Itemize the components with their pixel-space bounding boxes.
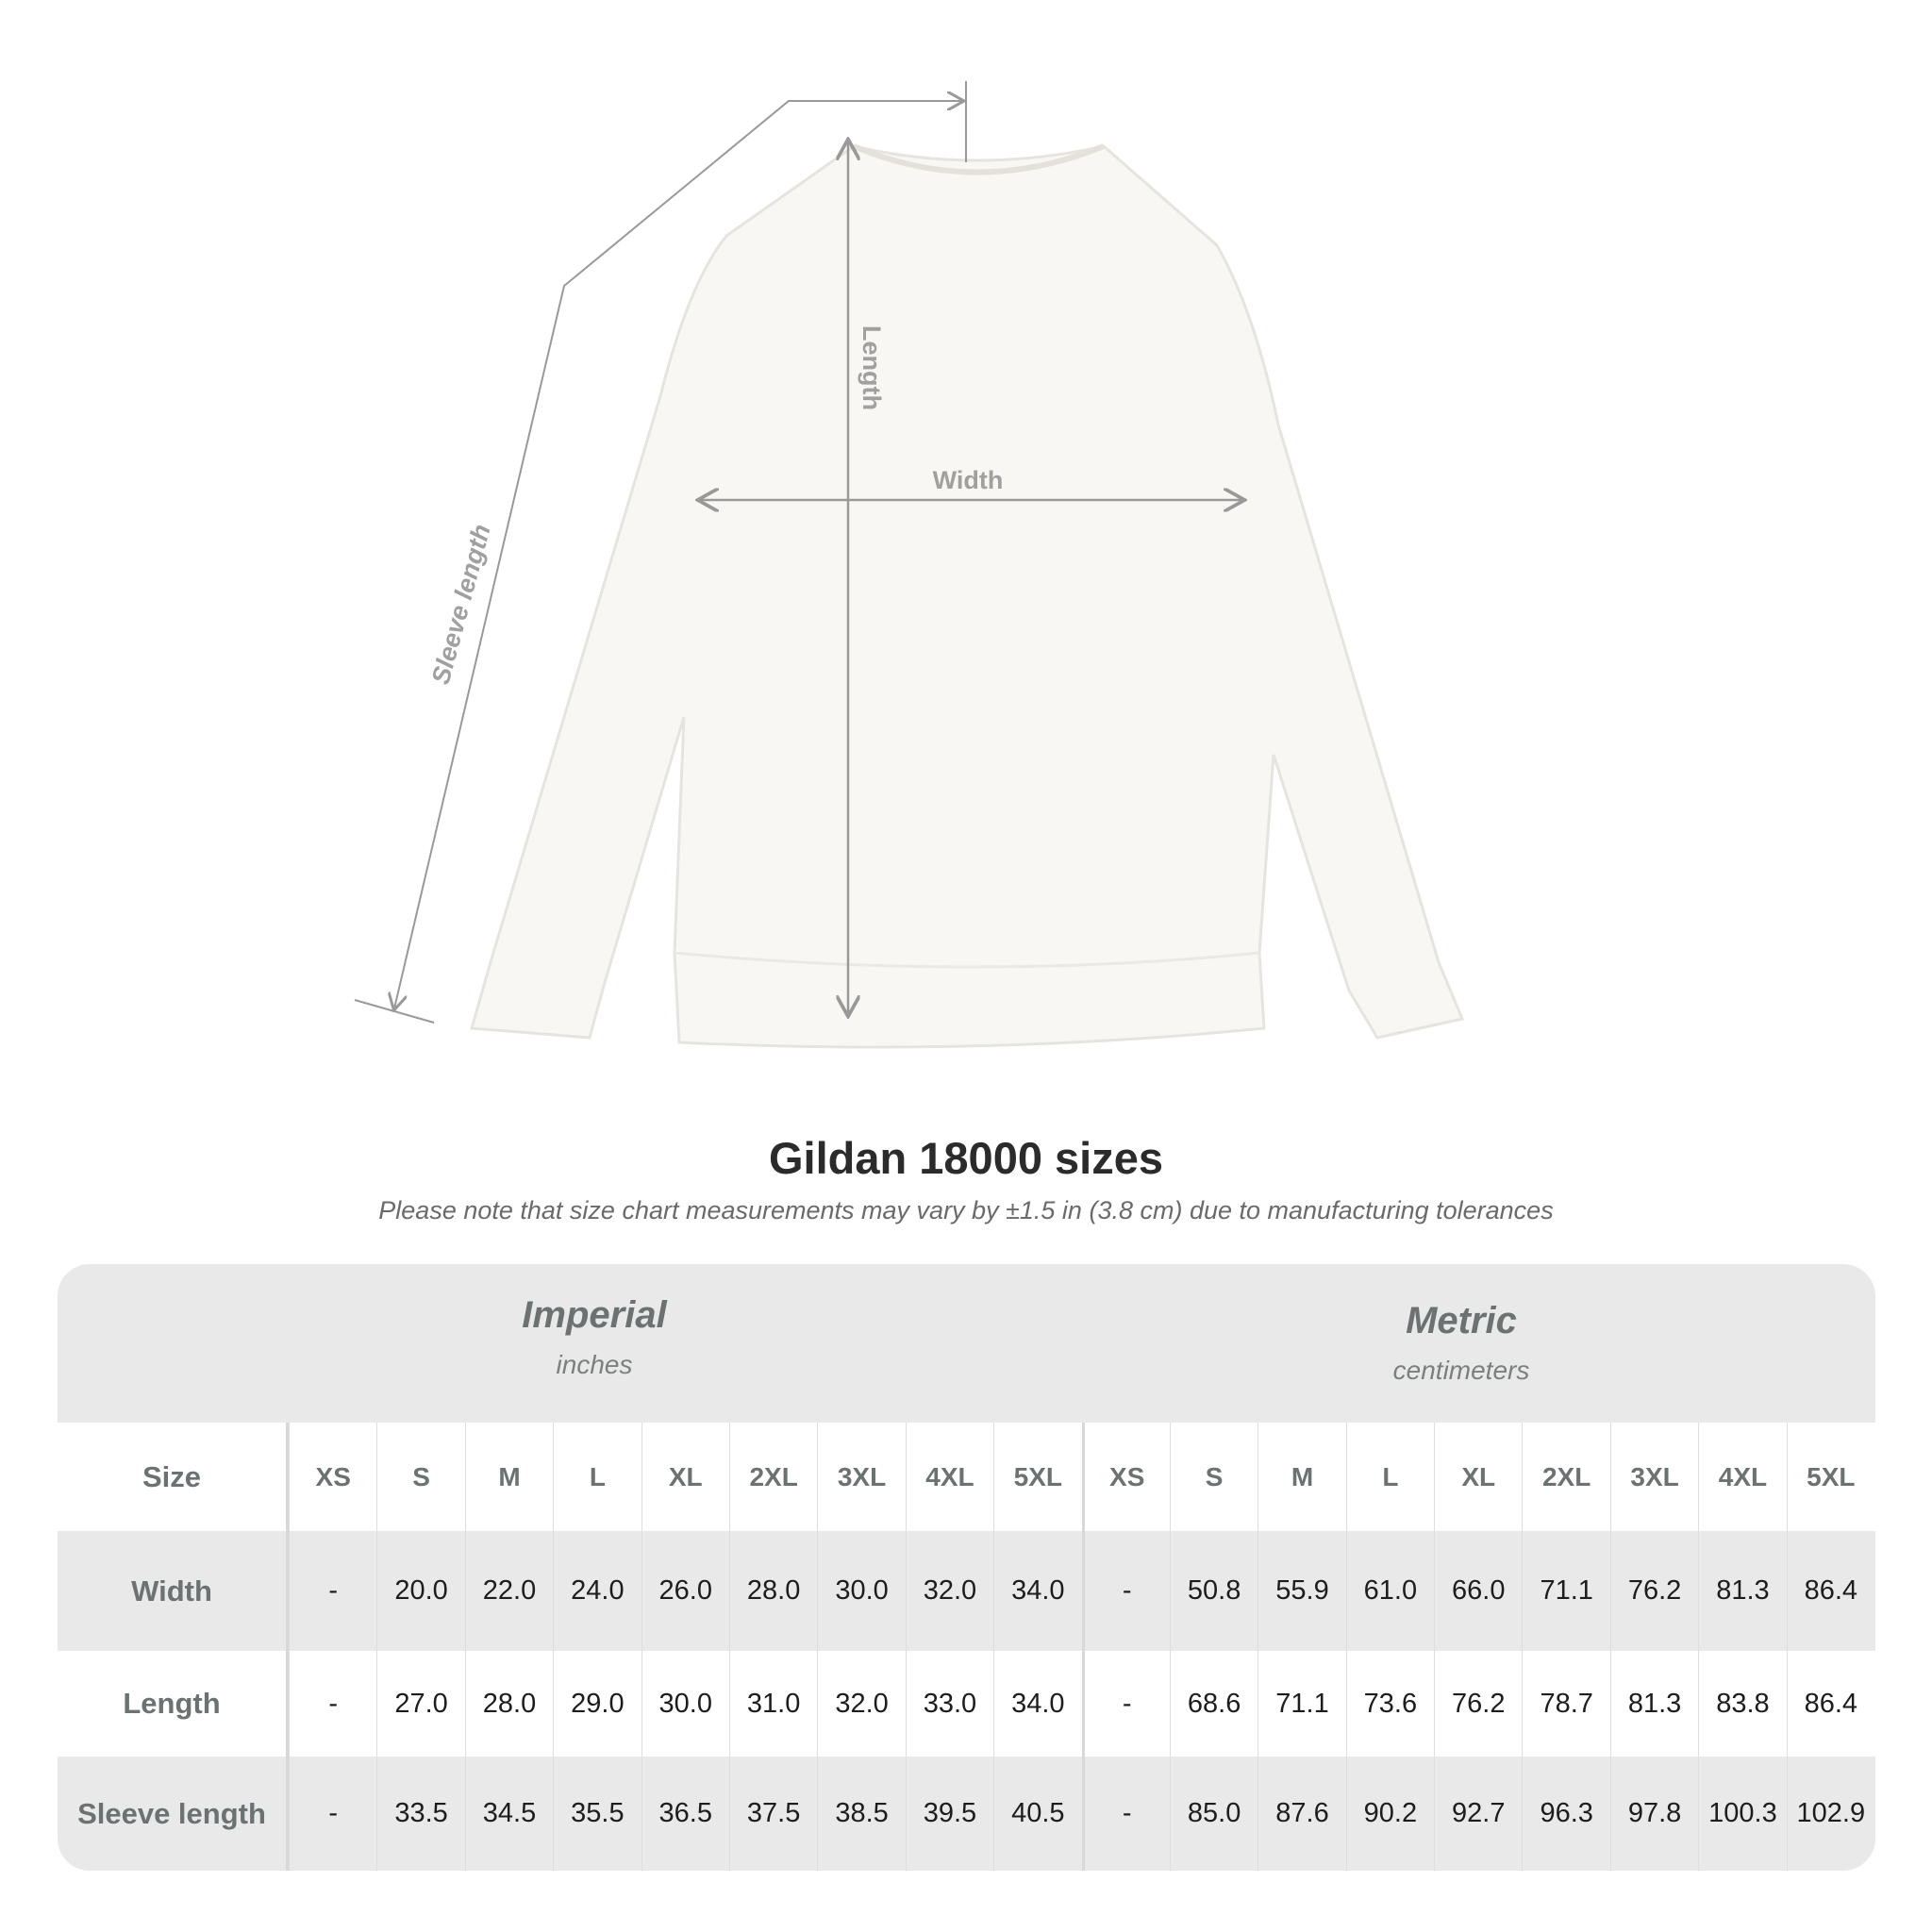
size-metric-s: S xyxy=(1169,1423,1257,1531)
imperial-value-cell: 32.0 xyxy=(817,1651,905,1757)
imperial-value-cell: 30.0 xyxy=(817,1531,905,1651)
metric-value-cell: 61.0 xyxy=(1345,1531,1434,1651)
metric-value-cell: - xyxy=(1081,1757,1170,1871)
metric-value-cell: 68.6 xyxy=(1169,1651,1257,1757)
imperial-header: Imperial inches xyxy=(522,1294,667,1379)
imperial-value-cell: 20.0 xyxy=(376,1531,464,1651)
imperial-value-cell: 26.0 xyxy=(641,1531,729,1651)
imperial-value-cell: 36.5 xyxy=(641,1757,729,1871)
size-imperial-xl: XL xyxy=(641,1423,729,1531)
metric-value-cell: 73.6 xyxy=(1345,1651,1434,1757)
imperial-value-cell: 40.5 xyxy=(993,1757,1081,1871)
size-imperial-m: M xyxy=(464,1423,553,1531)
row-label: Width xyxy=(58,1531,289,1651)
metric-value-cell: 86.4 xyxy=(1786,1531,1874,1651)
size-imperial-3xl: 3XL xyxy=(817,1423,905,1531)
size-table: Imperial inches Metric centimeters Size X… xyxy=(58,1264,1875,1871)
imperial-value-cell: 38.5 xyxy=(817,1757,905,1871)
imperial-value-cell: 35.5 xyxy=(553,1757,641,1871)
sweatshirt-illustration xyxy=(470,143,1465,1049)
sleeve-length-arrow xyxy=(394,101,962,1008)
metric-value-cell: 78.7 xyxy=(1522,1651,1609,1757)
table-row: Sleeve length -33.5 34.5 35.5 36.5 37.5 38.5 39… xyxy=(58,1757,1875,1871)
imperial-value-cell: 39.5 xyxy=(905,1757,993,1871)
size-header-row: Size XS S M L XL 2XL 3XL 4XL 5XL XS S M L XL 2XL 3XL 4XL 5… xyxy=(58,1423,1875,1531)
imperial-value-cell: - xyxy=(289,1531,376,1651)
size-imperial-5xl: 5XL xyxy=(993,1423,1081,1531)
metric-value-cell: 76.2 xyxy=(1609,1531,1698,1651)
imperial-value-cell: 29.0 xyxy=(553,1651,641,1757)
imperial-value-cell: 33.5 xyxy=(376,1757,464,1871)
table-row: Length -27.0 28.0 29.0 30.0 31.0 32.0 33.0 34.0-… xyxy=(58,1651,1875,1757)
metric-value-cell: 81.3 xyxy=(1609,1651,1698,1757)
imperial-value-cell: 22.0 xyxy=(464,1531,553,1651)
size-imperial-l: L xyxy=(553,1423,641,1531)
size-metric-m: M xyxy=(1257,1423,1345,1531)
imperial-value-cell: 34.0 xyxy=(993,1531,1081,1651)
size-label: Size xyxy=(58,1423,289,1531)
metric-value-cell: 90.2 xyxy=(1345,1757,1434,1871)
imperial-value-cell: 32.0 xyxy=(905,1531,993,1651)
metric-value-cell: 66.0 xyxy=(1434,1531,1522,1651)
size-metric-2xl: 2XL xyxy=(1522,1423,1609,1531)
imperial-value-cell: 30.0 xyxy=(641,1651,729,1757)
metric-value-cell: 50.8 xyxy=(1169,1531,1257,1651)
metric-value-cell: 81.3 xyxy=(1698,1531,1786,1651)
metric-value-cell: 76.2 xyxy=(1434,1651,1522,1757)
imperial-value-cell: 28.0 xyxy=(728,1531,817,1651)
size-imperial-2xl: 2XL xyxy=(728,1423,817,1531)
imperial-value-cell: 31.0 xyxy=(728,1651,817,1757)
size-metric-4xl: 4XL xyxy=(1698,1423,1786,1531)
metric-value-cell: 85.0 xyxy=(1169,1757,1257,1871)
metric-value-cell: - xyxy=(1081,1651,1170,1757)
metric-value-cell: 55.9 xyxy=(1257,1531,1345,1651)
metric-value-cell: 86.4 xyxy=(1786,1651,1874,1757)
row-label: Length xyxy=(58,1651,289,1757)
length-label: Length xyxy=(858,325,886,410)
size-imperial-s: S xyxy=(376,1423,464,1531)
header-band xyxy=(58,1264,1875,1423)
size-metric-xl: XL xyxy=(1434,1423,1522,1531)
tolerance-note: Please note that size chart measurements… xyxy=(378,1196,1554,1224)
width-label: Width xyxy=(933,466,1004,494)
metric-value-cell: 83.8 xyxy=(1698,1651,1786,1757)
metric-value-cell: 71.1 xyxy=(1257,1651,1345,1757)
imperial-value-cell: 24.0 xyxy=(553,1531,641,1651)
size-metric-l: L xyxy=(1345,1423,1434,1531)
imperial-value-cell: 28.0 xyxy=(464,1651,553,1757)
table-row: Width -20.0 22.0 24.0 26.0 28.0 30.0 32.0 34.0-5… xyxy=(58,1531,1875,1651)
metric-header: Metric centimeters xyxy=(1392,1300,1530,1385)
page-title: Gildan 18000 sizes xyxy=(768,1133,1164,1183)
size-imperial-xs: XS xyxy=(289,1423,376,1531)
imperial-value-cell: - xyxy=(289,1651,376,1757)
size-imperial-4xl: 4XL xyxy=(905,1423,993,1531)
imperial-value-cell: 33.0 xyxy=(905,1651,993,1757)
row-label: Sleeve length xyxy=(58,1757,289,1871)
metric-value-cell: 100.3 xyxy=(1698,1757,1786,1871)
size-metric-3xl: 3XL xyxy=(1609,1423,1698,1531)
imperial-value-cell: 37.5 xyxy=(728,1757,817,1871)
imperial-value-cell: - xyxy=(289,1757,376,1871)
imperial-value-cell: 27.0 xyxy=(376,1651,464,1757)
sweatshirt-diagram: Length Width Sleeve length xyxy=(354,81,1465,1049)
imperial-value-cell: 34.5 xyxy=(464,1757,553,1871)
metric-value-cell: 96.3 xyxy=(1522,1757,1609,1871)
size-metric-5xl: 5XL xyxy=(1786,1423,1874,1531)
imperial-value-cell: 34.0 xyxy=(993,1651,1081,1757)
size-metric-xs: XS xyxy=(1081,1423,1170,1531)
sleeve-length-label: Sleeve length xyxy=(426,522,496,688)
metric-value-cell: 92.7 xyxy=(1434,1757,1522,1871)
metric-value-cell: 97.8 xyxy=(1609,1757,1698,1871)
metric-value-cell: - xyxy=(1081,1531,1170,1651)
metric-value-cell: 71.1 xyxy=(1522,1531,1609,1651)
metric-value-cell: 102.9 xyxy=(1786,1757,1874,1871)
metric-value-cell: 87.6 xyxy=(1257,1757,1345,1871)
